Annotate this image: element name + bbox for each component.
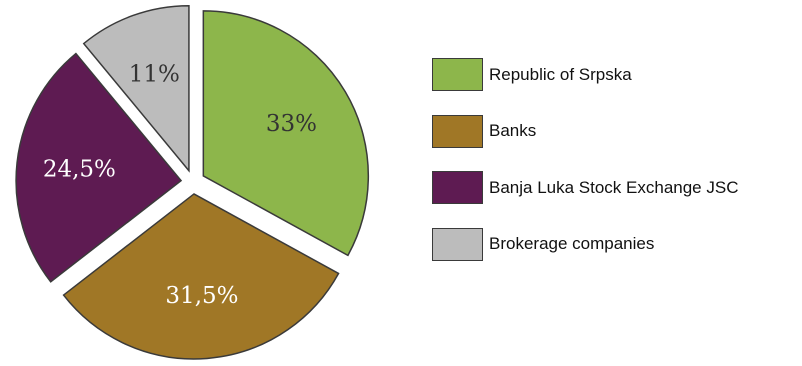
legend: Republic of Srpska Banks Banja Luka Stoc…	[432, 57, 738, 283]
legend-label: Banks	[489, 121, 537, 140]
slice-label-republic-of-srpska: 33%	[266, 111, 317, 137]
legend-swatch	[432, 58, 483, 91]
pie-slice-banja-luka-stock-exchange-jsc	[15, 52, 183, 283]
pie-slice-banks	[62, 193, 340, 360]
legend-item-brokerage-companies: Brokerage companies	[432, 227, 738, 262]
legend-item-banks: Banks	[432, 114, 738, 149]
legend-label: Banja Luka Stock Exchange JSC	[489, 177, 739, 197]
legend-label: Brokerage companies	[489, 234, 655, 253]
pie-slice-brokerage-companies	[82, 4, 190, 173]
legend-swatch	[432, 114, 483, 148]
legend-swatch	[432, 171, 483, 204]
legend-label: Republic of Srpska	[489, 64, 632, 84]
slice-label-banks: 31,5%	[165, 283, 238, 309]
slice-label-banja-luka-stock-exchange-jsc: 24,5%	[43, 156, 116, 182]
legend-item-banja-luka-stock-exchange: Banja Luka Stock Exchange JSC	[432, 170, 738, 205]
legend-item-republic-of-srpska: Republic of Srpska	[432, 57, 738, 92]
pie-slice-republic-of-srpska	[202, 10, 370, 257]
pie-plot-area: 33% 31,5% 24,5% 11%	[15, 4, 370, 360]
legend-swatch	[432, 227, 483, 261]
slice-label-brokerage-companies: 11%	[129, 61, 180, 87]
